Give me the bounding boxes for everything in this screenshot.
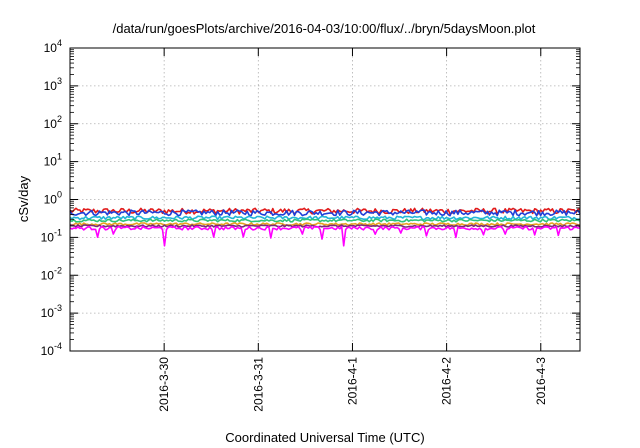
series-line xyxy=(69,224,581,228)
y-tick-mantissa: 10 xyxy=(44,79,58,93)
y-tick-exponent: 4 xyxy=(57,38,62,48)
series-layer xyxy=(69,207,581,247)
y-tick-mantissa: 10 xyxy=(41,344,55,358)
series-line xyxy=(69,218,581,223)
y-tick-mantissa: 10 xyxy=(44,41,58,55)
grid xyxy=(70,48,580,351)
ticks xyxy=(70,47,580,352)
chart-title: /data/run/goesPlots/archive/2016-04-03/1… xyxy=(113,21,536,36)
y-tick-exponent: 3 xyxy=(57,76,62,86)
y-tick-exponent: -3 xyxy=(54,303,62,313)
series-line xyxy=(69,215,581,221)
series-line xyxy=(70,222,580,226)
y-tick-label: 10-4 xyxy=(41,341,62,358)
y-tick-mantissa: 10 xyxy=(41,268,55,282)
y-tick-mantissa: 10 xyxy=(44,117,58,131)
series-line xyxy=(69,225,581,247)
y-tick-label: 100 xyxy=(44,190,62,207)
y-tick-exponent: -4 xyxy=(54,341,62,351)
y-tick-label: 101 xyxy=(44,152,62,169)
x-tick-label: 2016-3-31 xyxy=(251,357,265,412)
y-tick-exponent: -1 xyxy=(54,227,62,237)
y-tick-label: 10-1 xyxy=(41,227,62,244)
x-tick-labels: 2016-3-30 2016-3-31 2016-4-1 2016-4-2 2016-4… xyxy=(157,357,548,412)
y-tick-exponent: 1 xyxy=(57,152,62,162)
y-tick-mantissa: 10 xyxy=(44,155,58,169)
x-tick-label: 2016-4-2 xyxy=(440,357,454,405)
y-tick-label: 104 xyxy=(44,38,62,55)
y-tick-exponent: -2 xyxy=(54,265,62,275)
y-tick-exponent: 2 xyxy=(57,114,62,124)
x-tick-label: 2016-3-30 xyxy=(157,357,171,412)
y-tick-label: 103 xyxy=(44,76,62,93)
x-tick-label: 2016-4-1 xyxy=(345,357,359,405)
y-axis-label: cSv/day xyxy=(16,175,31,222)
series-line xyxy=(69,209,581,217)
y-tick-mantissa: 10 xyxy=(44,193,58,207)
y-tick-label: 10-3 xyxy=(41,303,62,320)
y-tick-exponent: 0 xyxy=(57,190,62,200)
y-tick-label: 10-2 xyxy=(41,265,62,282)
y-tick-mantissa: 10 xyxy=(41,230,55,244)
y-tick-mantissa: 10 xyxy=(41,306,55,320)
x-axis-label: Coordinated Universal Time (UTC) xyxy=(225,430,424,445)
y-tick-label: 102 xyxy=(44,114,62,131)
x-tick-label: 2016-4-3 xyxy=(534,357,548,405)
